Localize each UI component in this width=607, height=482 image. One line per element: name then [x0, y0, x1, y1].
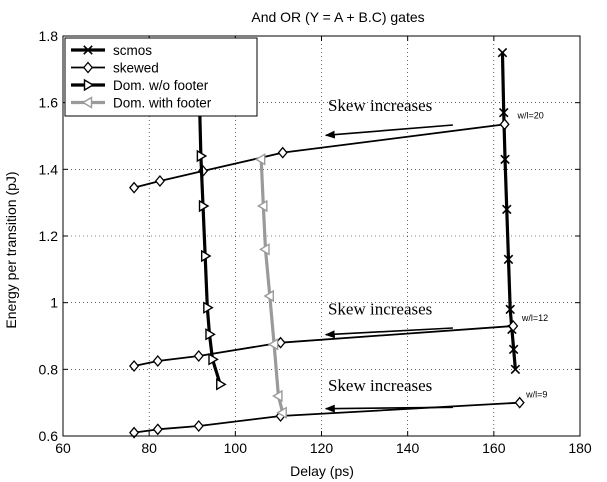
legend-marker [81, 96, 93, 109]
legend-marker [83, 45, 93, 55]
x-tick-label: 100 [224, 440, 248, 456]
y-tick-label: 1.6 [39, 95, 59, 111]
data-point [129, 426, 140, 439]
y-tick-label: 1.8 [39, 28, 59, 44]
x-tick-label: 120 [310, 440, 334, 456]
annotation-label: Skew increases [328, 96, 432, 115]
legend-item-scmos: scmos [71, 43, 152, 58]
axis-ticks: 60 80 100 120 140 160 180 0.6 0.8 1 1.2 1.4 1.6 1.8 [39, 28, 592, 456]
y-axis-label: Energy per transition (pJ) [3, 171, 19, 328]
data-point [129, 181, 140, 194]
legend: scmos skewed Dom. w/o footer Dom. with foot… [64, 37, 258, 117]
series-dom-with-footer [254, 153, 287, 419]
data-point [154, 174, 165, 188]
plot-series [129, 47, 525, 439]
skew-arrow [324, 404, 453, 413]
data-point [193, 419, 204, 433]
legend-item-dom-w-o-footer: Dom. w/o footer [71, 78, 209, 93]
data-point [267, 338, 279, 351]
data-point [203, 301, 214, 314]
data-point [200, 249, 212, 263]
y-tick-label: 0.8 [39, 361, 59, 377]
series-dom-w-o-footer [194, 63, 227, 391]
x-tick-label: 180 [568, 440, 592, 456]
grid [63, 36, 580, 436]
y-tick-label: 1.4 [39, 161, 59, 177]
y-tick-label: 0.6 [39, 428, 59, 444]
data-point [498, 107, 509, 118]
x-tick-label: 140 [396, 440, 420, 456]
data-point [129, 359, 140, 373]
x-tick-label: 60 [55, 440, 71, 456]
data-point [508, 344, 519, 355]
data-point [263, 289, 274, 303]
data-point [508, 319, 519, 333]
series-line [133, 401, 520, 434]
data-point [510, 364, 521, 375]
data-point [152, 354, 163, 368]
data-point [205, 328, 216, 341]
legend-item-skewed: skewed [71, 61, 159, 76]
series-line [133, 123, 505, 189]
data-point [500, 154, 510, 165]
legend-label: Dom. with footer [113, 96, 212, 111]
annotation-label: Skew increases [328, 299, 432, 318]
skew-arrow [324, 124, 453, 139]
data-point [152, 423, 163, 436]
data-point [505, 304, 515, 315]
data-point [501, 204, 512, 215]
data-point [259, 243, 270, 256]
wl-label: w/l=12 [521, 313, 548, 323]
legend-item-dom-with-footer: Dom. with footer [71, 96, 212, 111]
data-point [196, 149, 208, 163]
series-line [197, 69, 222, 385]
series-skewed [129, 118, 525, 439]
skew-arrow [324, 327, 453, 339]
series-line [133, 325, 514, 367]
data-point [272, 389, 283, 403]
data-point [277, 146, 288, 159]
data-point [503, 254, 514, 265]
data-point [254, 153, 266, 166]
data-point [497, 47, 508, 58]
data-point [276, 406, 287, 419]
wl-label: w/l=20 [517, 110, 544, 120]
annotation-label: Skew increases [328, 376, 432, 395]
y-tick-label: 1.2 [39, 228, 59, 244]
legend-label: Dom. w/o footer [113, 78, 209, 93]
y-tick-label: 1 [50, 295, 58, 311]
data-point [514, 396, 525, 409]
data-point [499, 118, 510, 131]
legend-label: skewed [113, 61, 159, 76]
data-point [208, 353, 219, 366]
data-point [198, 199, 210, 213]
data-point [216, 378, 227, 391]
annotations: Skew increases Skew increases Skew increas… [324, 96, 548, 413]
x-axis-label: Delay (ps) [290, 463, 354, 479]
legend-marker [82, 61, 94, 74]
legend-label: scmos [113, 43, 152, 58]
data-point [256, 199, 268, 213]
legend-marker [83, 78, 95, 92]
x-tick-label: 80 [141, 440, 157, 456]
data-point [193, 349, 204, 363]
series-line [259, 159, 285, 414]
x-tick-label: 160 [482, 440, 506, 456]
chart-title: And OR (Y = A + B.C) gates [251, 9, 424, 25]
wl-label: w/l=9 [525, 390, 547, 400]
